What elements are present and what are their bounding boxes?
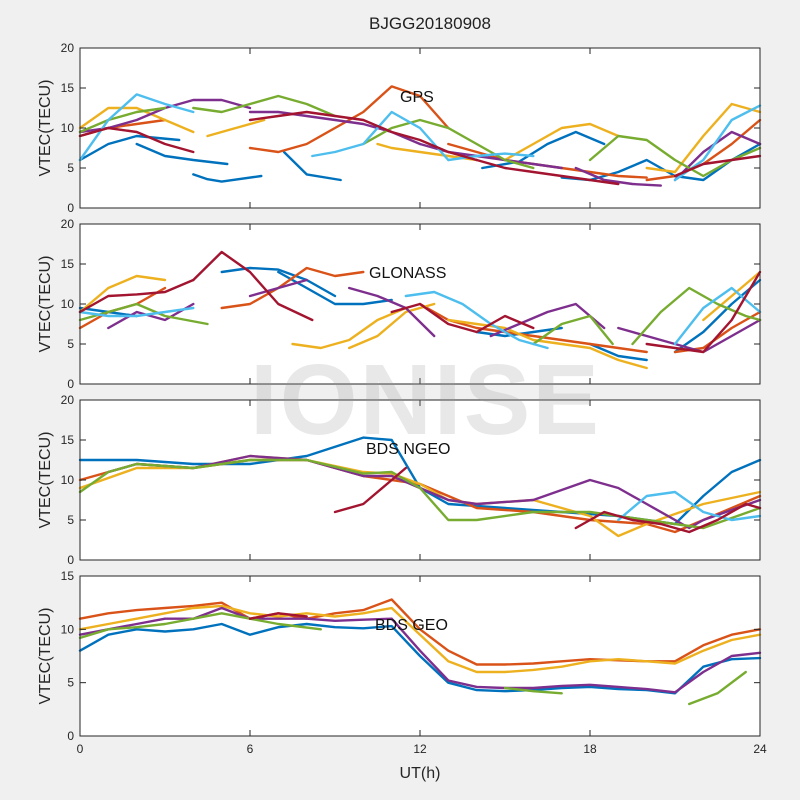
y-tick-label: 5 xyxy=(67,337,74,351)
y-axis-label: VTEC(TECU) xyxy=(37,608,54,705)
y-tick-label: 15 xyxy=(61,569,75,583)
series-group xyxy=(78,436,762,538)
y-tick-label: 5 xyxy=(67,161,74,175)
y-tick-label: 0 xyxy=(67,201,74,215)
series-line-27 xyxy=(447,152,535,162)
series-line-22 xyxy=(532,314,614,346)
series-line-16 xyxy=(107,302,195,330)
series-line-15 xyxy=(645,102,762,174)
series-line-24 xyxy=(78,306,195,318)
series-line-26 xyxy=(311,110,450,162)
series-line-29 xyxy=(390,302,535,334)
series-line-23 xyxy=(631,286,762,346)
series-line-18 xyxy=(348,286,436,338)
series-line-30 xyxy=(645,270,762,354)
y-tick-label: 15 xyxy=(61,81,75,95)
x-tick-label: 6 xyxy=(247,742,254,756)
series-line-19 xyxy=(574,166,662,187)
series-group xyxy=(78,598,762,706)
series-line-8 xyxy=(248,85,450,154)
axes-panel-1: 0 5 10 15 20 VTEC(TECU) GPS xyxy=(37,41,762,215)
series-line-11 xyxy=(78,106,195,134)
series-line-3 xyxy=(192,173,263,183)
series-line-6 xyxy=(503,686,563,695)
panel-annotation: GLONASS xyxy=(369,265,446,282)
series-line-6 xyxy=(673,278,762,354)
y-axis-label: VTEC(TECU) xyxy=(37,256,54,353)
y-axis-label: VTEC(TECU) xyxy=(37,80,54,177)
plot-area xyxy=(80,400,760,560)
y-tick-label: 15 xyxy=(61,257,75,271)
series-line-12 xyxy=(291,306,407,350)
series-line-7 xyxy=(333,466,407,514)
series-line-22 xyxy=(192,94,337,118)
series-line-7 xyxy=(688,670,747,706)
series-line-6 xyxy=(617,490,762,522)
series-line-8 xyxy=(248,612,308,620)
panel-annotation: GPS xyxy=(400,89,434,106)
series-line-5 xyxy=(588,342,648,362)
y-tick-label: 10 xyxy=(61,622,75,636)
y-tick-label: 0 xyxy=(67,377,74,391)
series-line-30 xyxy=(248,110,478,162)
panel-annotation: BDS NGEO xyxy=(366,441,450,458)
series-line-23 xyxy=(362,118,535,170)
y-tick-label: 20 xyxy=(61,217,75,231)
series-line-25 xyxy=(404,290,549,350)
series-line-17 xyxy=(248,278,308,298)
series-line-1 xyxy=(78,134,181,162)
series-group xyxy=(78,250,762,370)
x-tick-label: 24 xyxy=(753,742,767,756)
x-tick-label: 0 xyxy=(77,742,84,756)
y-tick-label: 20 xyxy=(61,41,75,55)
series-line-1 xyxy=(78,436,762,526)
series-line-4 xyxy=(107,454,762,530)
axes-panel-2: 0 5 10 15 20 VTEC(TECU) GLONASS xyxy=(37,217,762,391)
series-line-29 xyxy=(78,126,195,154)
series-line-9 xyxy=(418,302,648,354)
series-line-27 xyxy=(78,278,195,314)
y-axis-label: VTEC(TECU) xyxy=(37,432,54,529)
x-tick-label: 18 xyxy=(583,742,597,756)
y-tick-label: 5 xyxy=(67,676,74,690)
series-line-28 xyxy=(192,250,314,322)
y-tick-label: 10 xyxy=(61,297,75,311)
y-tick-label: 15 xyxy=(61,433,75,447)
series-line-21 xyxy=(78,106,167,134)
series-line-14 xyxy=(503,122,620,162)
y-tick-label: 0 xyxy=(67,553,74,567)
series-line-2 xyxy=(135,142,229,166)
series-line-15 xyxy=(702,270,762,322)
series-line-11 xyxy=(78,274,167,314)
series-line-19 xyxy=(489,302,606,338)
y-tick-label: 10 xyxy=(61,473,75,487)
series-line-14 xyxy=(447,318,648,370)
figure-title: BJGG20180908 xyxy=(369,14,491,33)
series-line-26 xyxy=(673,286,762,346)
series-line-5 xyxy=(481,130,606,170)
series-line-13 xyxy=(348,302,436,350)
series-line-32 xyxy=(673,154,762,178)
series-line-12 xyxy=(206,118,266,138)
y-tick-label: 20 xyxy=(61,393,75,407)
series-line-8 xyxy=(574,502,762,534)
y-tick-label: 0 xyxy=(67,729,74,743)
panel-annotation: BDS GEO xyxy=(375,617,448,634)
series-line-2 xyxy=(220,266,337,298)
series-group xyxy=(78,85,762,187)
y-tick-label: 5 xyxy=(67,513,74,527)
series-line-5 xyxy=(78,612,322,640)
x-axis-label: UT(h) xyxy=(400,765,441,782)
series-line-3 xyxy=(78,604,762,674)
series-line-25 xyxy=(78,93,195,162)
axes-panel-4: 0 6 12 18 24 0 5 10 15 VTEC(TECU) BDS GEO UT(h) xyxy=(37,569,767,782)
axes-panel-3: 0 5 10 15 20 VTEC(TECU) BDS NGEO xyxy=(37,393,762,567)
x-tick-label: 12 xyxy=(413,742,427,756)
y-tick-label: 10 xyxy=(61,121,75,135)
series-line-31 xyxy=(475,158,620,186)
series-line-4 xyxy=(282,150,342,182)
series-line-13 xyxy=(376,142,478,162)
series-line-8 xyxy=(220,266,365,310)
